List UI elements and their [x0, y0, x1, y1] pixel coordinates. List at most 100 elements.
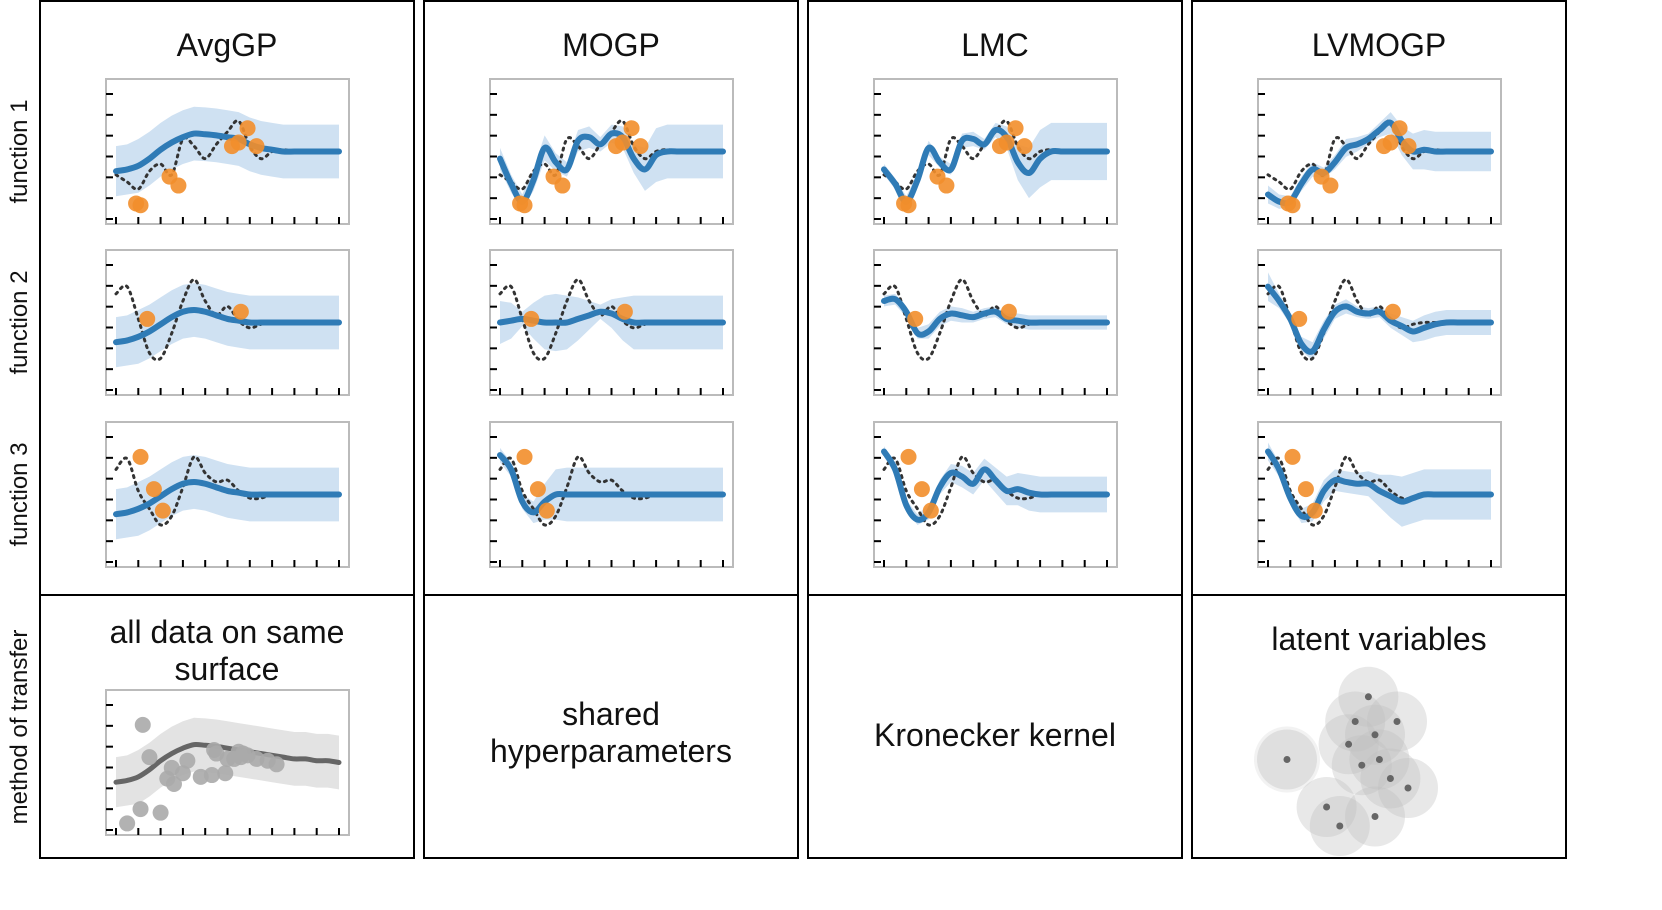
latent-variable-point — [1364, 693, 1372, 701]
uncertainty-band — [884, 293, 1107, 339]
observation-point — [170, 177, 187, 194]
column-panel-lmc — [807, 0, 1183, 859]
latent-variable-point — [1336, 822, 1344, 830]
observation-point — [516, 448, 533, 465]
plot-mogp-f3 — [489, 421, 734, 568]
predictive-mean-line — [881, 448, 1110, 523]
latent-variable-point — [1345, 740, 1353, 748]
observation-point — [632, 138, 649, 155]
predictive-mean-line — [1265, 448, 1494, 521]
predictive-mean-line — [497, 452, 726, 516]
latent-variable-point — [1393, 718, 1401, 725]
column-panel-avggp — [39, 0, 415, 859]
pooled-observation-point — [165, 776, 182, 792]
plot-mogp-f1 — [489, 78, 734, 225]
observation-point — [1297, 481, 1314, 498]
observation-point — [1322, 177, 1339, 194]
latent-variable-point — [1323, 803, 1331, 811]
plot-avggp-f2 — [105, 249, 350, 396]
observation-point — [1400, 138, 1417, 155]
latent-variable-point — [1351, 718, 1359, 725]
observation-point — [1284, 448, 1301, 465]
plot-lvmogp-f3 — [1257, 421, 1502, 568]
observation-point — [232, 303, 249, 320]
column-title-lvmogp: LVMOGP — [1312, 27, 1447, 63]
pooled-observation-point — [203, 767, 220, 784]
observation-point — [1391, 120, 1408, 137]
uncertainty-band — [500, 447, 723, 524]
column-panel-lvmogp — [1191, 0, 1567, 859]
observation-point — [1284, 197, 1301, 214]
latent-variable-point — [1386, 775, 1394, 782]
observation-point — [1291, 310, 1308, 327]
observation-point — [1382, 134, 1399, 151]
row-label-1: function 1 — [6, 99, 33, 203]
method-text-avggp-1: all data on same — [110, 614, 345, 650]
pooled-observation-point — [141, 749, 158, 766]
row-label-method: method of transfer — [6, 630, 33, 825]
plot-lmc-f1 — [873, 78, 1118, 225]
uncertainty-band — [1268, 272, 1491, 361]
latent-variable-point — [1283, 756, 1291, 763]
pooled-observation-point — [217, 765, 234, 782]
latent-variable-point — [1375, 756, 1383, 763]
latent-variable-point — [1404, 784, 1412, 792]
observation-point — [938, 177, 955, 194]
observation-point — [614, 134, 631, 151]
column-title-mogp: MOGP — [562, 27, 660, 63]
observation-point — [538, 502, 555, 519]
pooled-observation-point — [174, 765, 191, 782]
observation-point — [623, 120, 640, 137]
latent-variable-point — [1371, 731, 1379, 739]
observation-point — [900, 197, 917, 214]
observation-point — [139, 310, 156, 327]
plot-avggp-f3 — [105, 421, 350, 568]
pooled-observation-point — [268, 756, 285, 773]
true-function-line — [114, 455, 341, 527]
observation-point — [132, 197, 149, 214]
observation-point — [1007, 120, 1024, 137]
observation-point — [132, 448, 149, 465]
latent-variable-point — [1371, 813, 1379, 820]
latent-variable-point — [1358, 761, 1366, 769]
observation-point — [248, 138, 265, 155]
uncertainty-band — [116, 455, 339, 540]
row-label-2: function 2 — [6, 270, 33, 374]
predictive-mean-line — [113, 478, 342, 518]
predictive-mean-line — [497, 130, 726, 205]
plot-lvmogp-f1 — [1257, 78, 1502, 225]
uncertainty-band — [116, 283, 339, 368]
plot-pooled-data — [105, 689, 350, 836]
observation-point — [230, 134, 247, 151]
row-label-3: function 3 — [6, 442, 33, 546]
plot-lmc-f2 — [873, 249, 1118, 396]
method-text-lmc-1: Kronecker kernel — [874, 717, 1116, 753]
pooled-mean-line — [113, 741, 342, 785]
uncertainty-band — [500, 293, 723, 352]
observation-point — [1000, 303, 1017, 320]
column-title-avggp: AvgGP — [177, 27, 278, 63]
observation-point — [516, 197, 533, 214]
uncertainty-band — [1268, 112, 1491, 209]
observation-point — [529, 481, 546, 498]
plot-lmc-f3 — [873, 421, 1118, 568]
predictive-mean-line — [881, 126, 1110, 205]
observation-point — [1306, 502, 1323, 519]
method-text-mogp-2: hyperparameters — [490, 733, 732, 769]
pooled-observation-point — [134, 716, 151, 733]
observation-point — [145, 481, 162, 498]
uncertainty-band — [884, 122, 1107, 208]
method-text-avggp-2: surface — [175, 651, 280, 687]
observation-point — [913, 481, 930, 498]
latent-space-diagram — [1254, 666, 1438, 856]
observation-point — [523, 310, 540, 327]
observation-point — [922, 502, 939, 519]
pooled-observation-point — [132, 801, 149, 818]
predictive-mean-line — [113, 130, 342, 175]
method-text-mogp-1: shared — [562, 696, 660, 732]
pooled-observation-point — [119, 815, 136, 832]
uncertainty-band — [1268, 442, 1491, 527]
predictive-mean-line — [1265, 283, 1494, 355]
predictive-mean-line — [881, 295, 1110, 338]
